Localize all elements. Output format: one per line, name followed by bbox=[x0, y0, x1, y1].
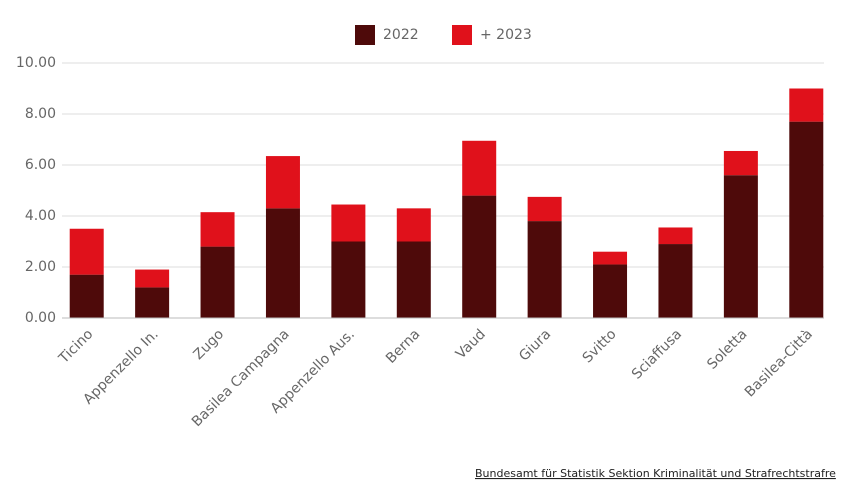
legend-swatch bbox=[452, 25, 472, 45]
legend-label: 2022 bbox=[383, 27, 419, 43]
bar-segment bbox=[331, 204, 366, 242]
bar-segment bbox=[593, 264, 628, 318]
bar-segment bbox=[527, 196, 562, 222]
bar-segment bbox=[265, 156, 300, 209]
source: Bundesamt für Statistik Sektion Kriminal… bbox=[475, 467, 836, 480]
bar-segment bbox=[462, 140, 497, 196]
x-tick-label: Sciaffusa bbox=[629, 326, 685, 382]
legend-label: + 2023 bbox=[480, 27, 532, 43]
x-tick-label: Berna bbox=[383, 326, 423, 366]
y-tick-label: 6.00 bbox=[25, 157, 56, 173]
legend-swatch bbox=[355, 25, 375, 45]
y-tick-label: 0.00 bbox=[25, 310, 56, 326]
bar-segment bbox=[789, 88, 824, 122]
x-tick-label: Giura bbox=[516, 326, 554, 364]
x-tick-label: Svitto bbox=[580, 326, 620, 366]
bar-segment bbox=[789, 121, 824, 319]
bar-segment bbox=[135, 269, 170, 288]
bar-segment bbox=[723, 175, 758, 318]
bar-segment bbox=[658, 244, 693, 318]
bar-segment bbox=[593, 251, 628, 265]
bar-segment bbox=[200, 246, 235, 318]
y-tick-label: 4.00 bbox=[25, 208, 56, 224]
x-tick-label: Basilea-Città bbox=[742, 326, 816, 400]
bar-segment bbox=[658, 227, 693, 245]
bar-segment bbox=[396, 241, 431, 318]
x-tick-label: Soletta bbox=[704, 326, 750, 372]
bar-segment bbox=[462, 195, 497, 318]
y-tick-label: 10.00 bbox=[16, 55, 56, 71]
bar-segment bbox=[396, 208, 431, 242]
x-tick-label: Zugo bbox=[190, 326, 227, 363]
bar-segment bbox=[331, 241, 366, 318]
x-tick-label: Ticino bbox=[55, 326, 96, 367]
bar-segment bbox=[200, 212, 235, 247]
bar-segment bbox=[527, 221, 562, 318]
bar-segment bbox=[69, 274, 104, 318]
y-tick-label: 8.00 bbox=[25, 106, 56, 122]
x-tick-label: Vaud bbox=[453, 326, 489, 362]
bar-segment bbox=[265, 208, 300, 318]
bar-segment bbox=[135, 287, 170, 318]
bar-segment bbox=[723, 150, 758, 176]
bar-segment bbox=[69, 228, 104, 275]
y-tick-label: 2.00 bbox=[25, 259, 56, 275]
